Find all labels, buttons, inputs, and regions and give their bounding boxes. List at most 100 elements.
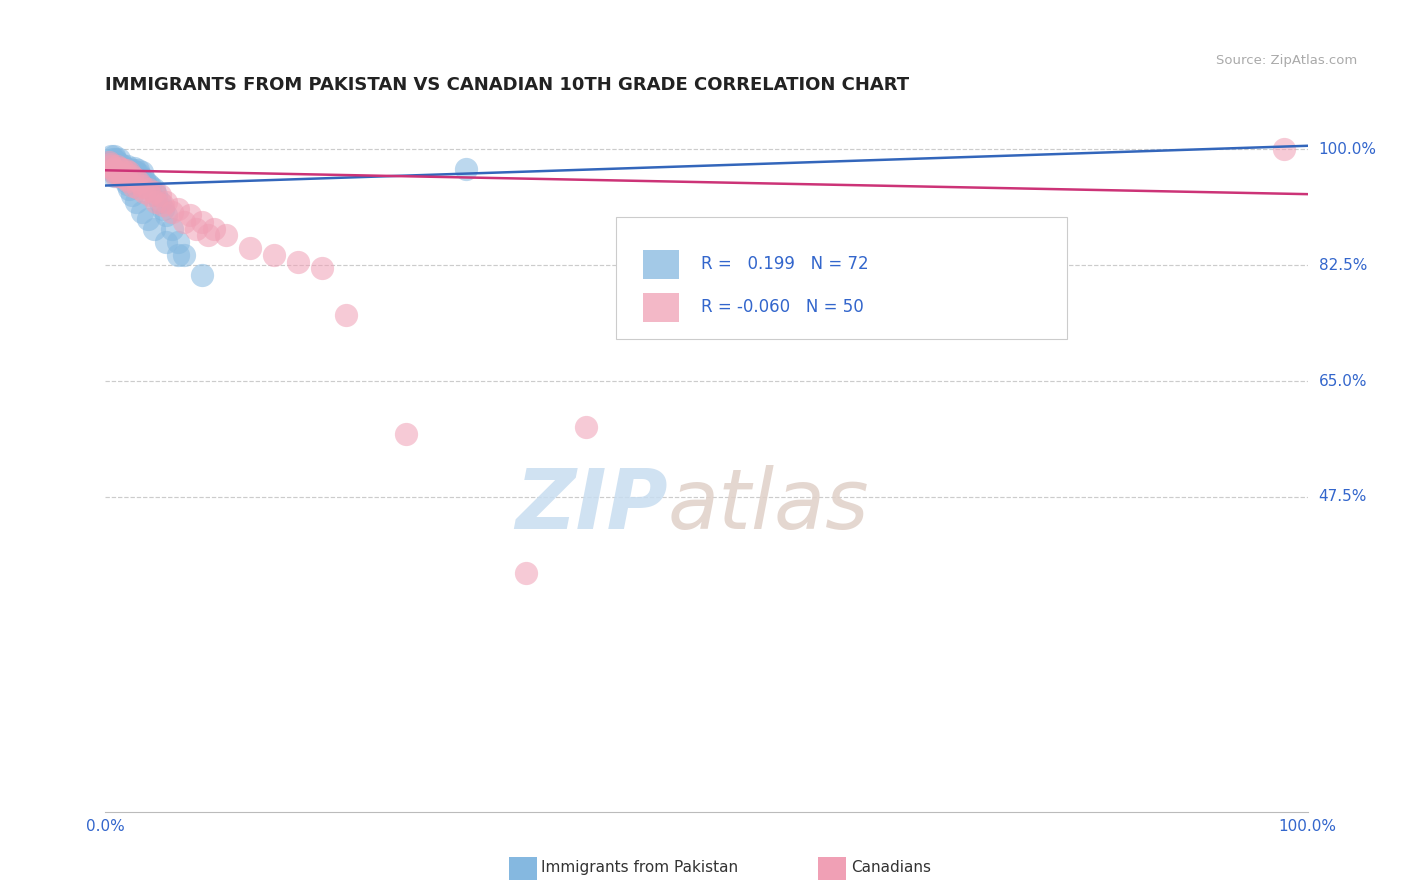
Text: R = -0.060   N = 50: R = -0.060 N = 50 xyxy=(700,298,863,317)
Point xyxy=(122,163,145,178)
Text: atlas: atlas xyxy=(668,465,870,546)
Point xyxy=(100,149,122,163)
Point xyxy=(110,159,132,173)
Point xyxy=(121,169,143,183)
Point xyxy=(115,177,138,191)
Point xyxy=(98,155,121,169)
Point xyxy=(136,177,159,191)
Point xyxy=(108,169,131,183)
Point xyxy=(515,566,537,581)
Text: ZIP: ZIP xyxy=(516,465,668,546)
Point xyxy=(118,161,141,176)
Point xyxy=(145,195,167,210)
Point xyxy=(127,163,149,178)
Point xyxy=(122,178,145,193)
Point xyxy=(125,169,148,183)
Point xyxy=(101,165,124,179)
Point xyxy=(103,169,125,183)
FancyBboxPatch shape xyxy=(643,250,679,279)
Point xyxy=(134,175,156,189)
Point xyxy=(136,211,159,226)
Point xyxy=(454,161,477,176)
Point xyxy=(190,268,212,282)
Point xyxy=(139,178,162,193)
Point xyxy=(103,159,125,173)
Point xyxy=(108,156,131,170)
Point xyxy=(166,235,188,249)
Point xyxy=(100,159,122,173)
Point xyxy=(105,169,128,183)
Point xyxy=(105,155,128,169)
Text: 100.0%: 100.0% xyxy=(1319,142,1376,157)
Point xyxy=(115,165,138,179)
Point xyxy=(107,152,129,166)
Point xyxy=(132,185,155,199)
Point xyxy=(118,182,141,196)
Point xyxy=(160,221,183,235)
Point xyxy=(148,195,170,210)
Point xyxy=(173,215,195,229)
Point xyxy=(112,167,135,181)
Point xyxy=(112,159,135,173)
Point xyxy=(197,228,219,243)
Point xyxy=(101,152,124,166)
Point xyxy=(107,159,129,173)
Point xyxy=(166,202,188,216)
Point xyxy=(160,205,183,219)
Point xyxy=(128,167,150,181)
Point xyxy=(98,156,121,170)
Point xyxy=(202,221,225,235)
Point xyxy=(1272,142,1295,156)
Point xyxy=(131,165,153,179)
Point xyxy=(129,169,152,184)
Point xyxy=(139,188,162,202)
Text: 65.0%: 65.0% xyxy=(1319,374,1367,389)
Point xyxy=(98,159,121,173)
Point xyxy=(110,167,132,181)
Point xyxy=(152,202,174,216)
Point xyxy=(107,165,129,179)
Point xyxy=(117,169,139,183)
Point xyxy=(190,215,212,229)
Point xyxy=(179,208,201,222)
Point xyxy=(145,188,167,202)
Point xyxy=(184,221,207,235)
Point xyxy=(104,155,127,169)
Point xyxy=(148,188,170,202)
Point xyxy=(110,161,132,175)
Point xyxy=(120,165,142,179)
Point xyxy=(311,261,333,276)
Point xyxy=(104,161,127,176)
Point xyxy=(118,165,141,179)
Point xyxy=(103,163,125,178)
Point xyxy=(114,161,136,176)
Point xyxy=(142,221,165,235)
Text: Canadians: Canadians xyxy=(851,860,931,874)
Point xyxy=(111,161,134,176)
Point xyxy=(575,420,598,434)
Point xyxy=(115,172,138,186)
Text: 82.5%: 82.5% xyxy=(1319,258,1367,273)
Point xyxy=(104,152,127,166)
Point xyxy=(105,159,128,173)
Point xyxy=(155,208,177,222)
Point xyxy=(115,159,138,173)
Point xyxy=(131,178,153,193)
Point xyxy=(111,163,134,178)
Point xyxy=(124,195,146,210)
Point xyxy=(114,169,136,184)
Point xyxy=(131,205,153,219)
Point xyxy=(103,149,125,163)
Point xyxy=(112,169,135,184)
Point xyxy=(166,248,188,262)
Point xyxy=(287,254,309,268)
Point xyxy=(104,165,127,179)
Point xyxy=(335,308,357,322)
Point xyxy=(124,161,146,175)
Point xyxy=(152,198,174,212)
Point xyxy=(142,182,165,196)
Point xyxy=(108,161,131,176)
Point xyxy=(124,165,146,179)
Text: IMMIGRANTS FROM PAKISTAN VS CANADIAN 10TH GRADE CORRELATION CHART: IMMIGRANTS FROM PAKISTAN VS CANADIAN 10T… xyxy=(105,76,910,94)
Point xyxy=(107,161,129,175)
